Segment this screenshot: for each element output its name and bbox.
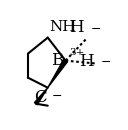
- Text: NH: NH: [49, 20, 76, 34]
- Polygon shape: [34, 88, 48, 105]
- Polygon shape: [48, 59, 67, 88]
- Text: H: H: [79, 53, 93, 70]
- Text: −: −: [90, 23, 101, 36]
- Text: −: −: [100, 56, 111, 69]
- Text: B: B: [51, 52, 63, 69]
- Text: 3+: 3+: [69, 48, 84, 57]
- Text: C: C: [34, 89, 46, 106]
- Text: −: −: [51, 90, 62, 103]
- Text: H: H: [69, 19, 83, 36]
